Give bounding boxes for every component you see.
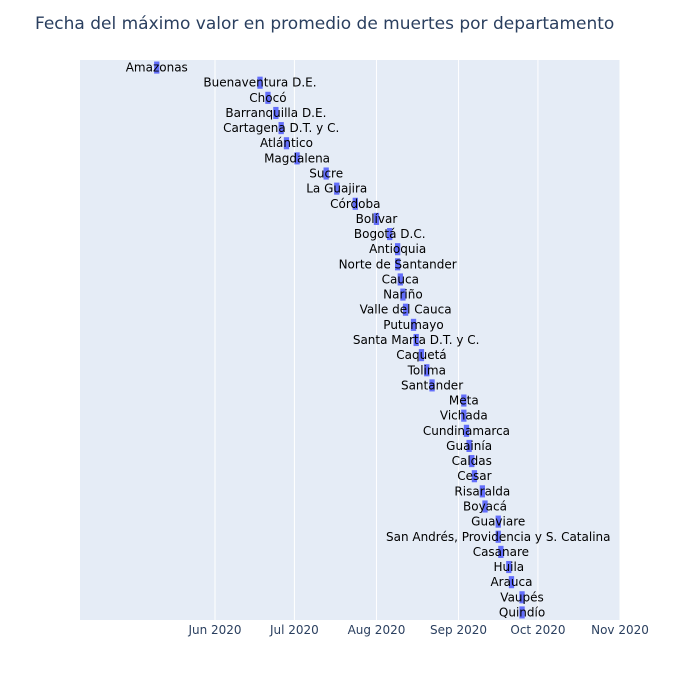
bar <box>410 318 417 331</box>
bar-label: Quindío <box>499 605 545 619</box>
bar-label: Bolívar <box>356 212 398 226</box>
bar <box>519 606 525 619</box>
x-tick-label: Aug 2020 <box>348 623 406 637</box>
bar <box>466 439 472 452</box>
bar <box>283 137 290 150</box>
bar <box>294 152 300 165</box>
bar-label: Casanare <box>473 545 529 559</box>
bar <box>469 455 475 468</box>
bar-label: Cauca <box>382 272 419 286</box>
x-tick-label: Jul 2020 <box>269 623 319 637</box>
bar-label: Atlántico <box>260 136 313 150</box>
x-tick-label: Nov 2020 <box>591 623 649 637</box>
x-tick-label: Jun 2020 <box>187 623 241 637</box>
bar-label: Amazonas <box>126 61 188 75</box>
bar <box>402 303 409 316</box>
x-tick-label: Oct 2020 <box>510 623 565 637</box>
bar <box>471 470 478 483</box>
bar-label: Boyacá <box>463 499 507 513</box>
bar-label: Chocó <box>249 91 286 105</box>
bar-label: Risaralda <box>454 484 510 498</box>
bar <box>506 560 512 574</box>
bar-label: Huila <box>493 560 524 574</box>
bar <box>463 424 470 437</box>
bar-label: Guaviare <box>471 515 525 529</box>
bar <box>400 288 406 301</box>
bar <box>461 409 467 422</box>
bar <box>265 91 271 104</box>
bar-label: Caldas <box>452 454 492 468</box>
bar-label: La Guajira <box>306 182 367 196</box>
bar <box>495 515 501 528</box>
bars <box>154 61 525 619</box>
x-tick-label: Sep 2020 <box>430 623 487 637</box>
bar-label: Vichada <box>440 409 488 423</box>
bar <box>387 228 393 241</box>
bar-label: Buenaventura D.E. <box>203 76 316 90</box>
bar-label: Bogotá D.C. <box>354 227 426 241</box>
bar <box>257 76 263 89</box>
bar-labels: Amazonas Buenaventura D.E.ChocóBarranquil… <box>126 61 611 620</box>
bar-label: Cundinamarca <box>423 424 510 438</box>
bar <box>334 182 340 195</box>
bar-label: Valle del Cauca <box>360 303 452 317</box>
bar-label: Barranquilla D.E. <box>225 106 326 120</box>
bar <box>278 122 284 135</box>
bar-label: Nariño <box>383 288 423 302</box>
bar-label: Santa Marta D.T. y C. <box>353 333 480 347</box>
bar <box>495 530 501 543</box>
bar-label: Arauca <box>490 575 532 589</box>
bar-label: Antioquia <box>369 242 426 256</box>
bar-label: Caquetá <box>396 348 446 362</box>
bar <box>397 273 403 286</box>
bar <box>395 258 401 271</box>
bar <box>273 106 279 120</box>
bar <box>461 394 467 407</box>
bar <box>413 333 419 347</box>
bar-label: Vaupés <box>500 590 544 604</box>
bar-label: Santander <box>401 378 463 392</box>
bar-label: Cartagena D.T. y C. <box>223 121 339 135</box>
bar <box>424 364 430 377</box>
bar <box>508 576 515 589</box>
bar <box>482 500 488 513</box>
bar <box>323 167 329 180</box>
bar <box>498 545 504 558</box>
bar <box>154 61 160 74</box>
bar-label: San Andrés, Providencia y S. Catalina <box>386 530 611 544</box>
bar-label: Cesar <box>457 469 491 483</box>
bar-label: Sucre <box>309 167 343 181</box>
bar-label: Córdoba <box>330 197 380 211</box>
bar-label: Tolima <box>407 363 446 377</box>
bar-label: Magdalena <box>264 151 330 165</box>
bar-label: Guainía <box>446 439 492 453</box>
plot-area <box>80 60 620 620</box>
bar <box>519 591 525 604</box>
bar-label: Norte de Santander <box>339 257 457 271</box>
bar-label: Meta <box>449 394 479 408</box>
bar <box>418 349 425 362</box>
bar <box>479 485 485 498</box>
x-axis-ticks: Jun 2020 Jul 2020 Aug 2020 Sep 2020 Oct 2020… <box>187 623 648 637</box>
bar-label: Putumayo <box>383 318 443 332</box>
bar <box>395 243 401 256</box>
bar <box>352 197 358 210</box>
bar <box>373 212 380 225</box>
chart-title: Fecha del máximo valor en promedio de mu… <box>35 14 614 34</box>
bar <box>429 379 435 392</box>
